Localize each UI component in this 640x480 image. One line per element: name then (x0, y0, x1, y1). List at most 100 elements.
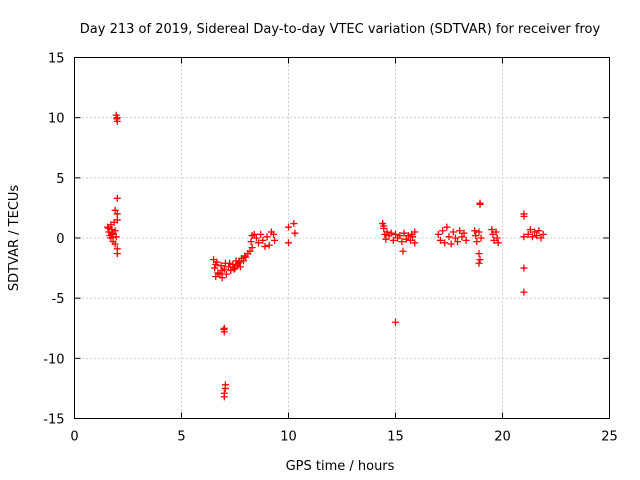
data-point (226, 259, 234, 267)
data-point (113, 210, 121, 218)
y-tick-label: -10 (43, 352, 64, 367)
data-point (531, 228, 539, 236)
data-point (246, 247, 254, 255)
data-point (250, 230, 258, 238)
data-point (436, 236, 444, 244)
data-points (104, 111, 547, 401)
y-tick-label: -5 (52, 292, 65, 307)
chart-title: Day 213 of 2019, Sidereal Day-to-day VTE… (80, 22, 601, 37)
data-point (520, 288, 528, 296)
y-tick-label: 10 (48, 112, 65, 127)
data-point (434, 230, 442, 238)
data-point (113, 216, 121, 224)
data-point (524, 230, 532, 238)
data-point (389, 236, 397, 244)
data-point (235, 258, 243, 266)
data-point (477, 234, 485, 242)
data-point (255, 239, 263, 247)
data-point (454, 238, 462, 246)
data-point (443, 223, 451, 231)
data-point (113, 250, 121, 258)
data-point (492, 228, 500, 236)
data-point (234, 259, 242, 267)
data-point (227, 266, 235, 274)
y-axis-tick-labels: -15 -10 -5 0 5 10 15 (43, 52, 64, 428)
data-point (240, 257, 248, 265)
data-point (408, 230, 416, 238)
data-point (387, 229, 395, 237)
data-point (533, 232, 541, 240)
data-point (406, 236, 414, 244)
data-point (400, 229, 408, 237)
data-point (111, 206, 119, 214)
x-tick-label: 10 (280, 430, 297, 445)
data-point (392, 230, 399, 238)
data-point (220, 393, 228, 401)
data-point (111, 240, 119, 248)
y-axis-label: SDTVAR / TECUs (7, 185, 22, 292)
data-point (383, 228, 391, 236)
data-point (402, 235, 410, 243)
data-point (392, 318, 399, 326)
y-tick-label: 0 (56, 232, 64, 247)
data-point (113, 194, 121, 202)
data-point (218, 274, 226, 282)
x-tick-label: 5 (177, 430, 185, 445)
data-point (473, 238, 481, 246)
data-point (494, 239, 502, 247)
data-point (398, 238, 406, 246)
data-point (221, 384, 229, 392)
data-point (259, 236, 267, 244)
data-point (447, 240, 455, 248)
data-point (537, 234, 545, 242)
data-point (475, 250, 483, 258)
data-point (526, 226, 534, 234)
x-axis-label: GPS time / hours (286, 459, 395, 474)
data-point (445, 233, 453, 241)
x-axis-tick-labels: 0 5 10 15 20 25 (70, 430, 617, 445)
data-point (291, 229, 299, 237)
axis-ticks (74, 57, 610, 419)
data-point (460, 229, 468, 237)
x-tick-label: 0 (70, 430, 78, 445)
data-point (111, 227, 119, 235)
data-point (242, 253, 250, 261)
data-point (107, 234, 115, 242)
data-point (475, 228, 483, 236)
data-point (520, 212, 528, 220)
data-point (247, 238, 255, 246)
data-point (456, 227, 464, 235)
data-point (263, 233, 271, 241)
y-tick-label: -15 (43, 413, 64, 428)
data-point (493, 234, 501, 242)
data-point (257, 230, 265, 238)
data-point (471, 227, 479, 235)
data-point (528, 233, 536, 241)
data-point (399, 247, 407, 255)
data-point (404, 232, 412, 240)
data-point (113, 114, 121, 122)
data-point (451, 234, 459, 242)
y-tick-label: 15 (48, 52, 65, 67)
data-point (216, 270, 224, 278)
data-point (270, 230, 278, 238)
data-point (411, 239, 419, 247)
data-point (290, 220, 298, 228)
data-point (230, 265, 238, 273)
y-tick-label: 5 (56, 172, 64, 187)
x-tick-label: 15 (387, 430, 404, 445)
data-point (222, 270, 230, 278)
data-point (520, 233, 528, 241)
data-point (220, 325, 228, 333)
data-point (539, 230, 547, 238)
data-point (217, 262, 225, 270)
data-point (380, 222, 388, 230)
data-point (105, 224, 113, 232)
data-point (520, 264, 528, 272)
data-point (476, 200, 484, 208)
data-point (218, 266, 226, 274)
data-point (108, 230, 116, 238)
data-point (261, 242, 269, 250)
data-point (211, 264, 219, 272)
x-tick-label: 25 (601, 430, 618, 445)
